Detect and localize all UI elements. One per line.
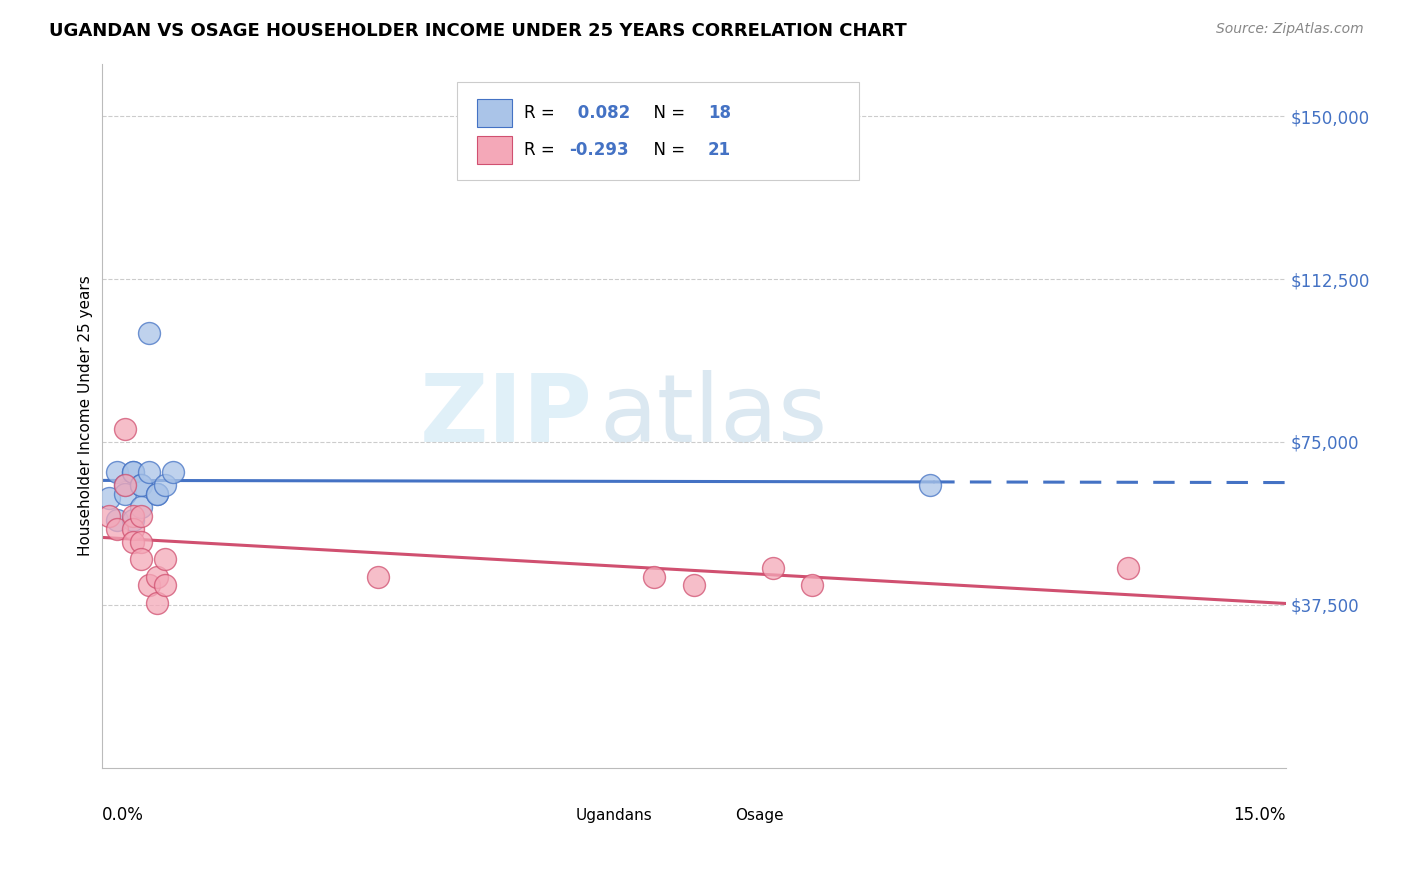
Point bbox=[129, 478, 152, 492]
Text: R =: R = bbox=[524, 141, 561, 159]
Point bbox=[146, 569, 169, 583]
Point bbox=[122, 522, 145, 536]
Point bbox=[129, 552, 152, 566]
Point bbox=[129, 478, 152, 492]
Point bbox=[122, 466, 145, 480]
Text: 18: 18 bbox=[707, 104, 731, 122]
Point bbox=[682, 578, 704, 592]
Point bbox=[138, 466, 160, 480]
Point bbox=[643, 569, 665, 583]
Text: R =: R = bbox=[524, 104, 561, 122]
Point bbox=[105, 513, 128, 527]
Text: Ugandans: Ugandans bbox=[575, 808, 652, 823]
Point bbox=[98, 508, 121, 523]
Point bbox=[114, 422, 136, 436]
Point bbox=[146, 487, 169, 501]
Text: Source: ZipAtlas.com: Source: ZipAtlas.com bbox=[1216, 22, 1364, 37]
Point bbox=[114, 478, 136, 492]
Text: -0.293: -0.293 bbox=[569, 141, 628, 159]
Text: 21: 21 bbox=[707, 141, 731, 159]
Point bbox=[129, 508, 152, 523]
Text: Osage: Osage bbox=[735, 808, 783, 823]
Y-axis label: Householder Income Under 25 years: Householder Income Under 25 years bbox=[79, 276, 93, 557]
FancyBboxPatch shape bbox=[546, 805, 569, 826]
Text: UGANDAN VS OSAGE HOUSEHOLDER INCOME UNDER 25 YEARS CORRELATION CHART: UGANDAN VS OSAGE HOUSEHOLDER INCOME UNDE… bbox=[49, 22, 907, 40]
FancyBboxPatch shape bbox=[477, 99, 512, 128]
Point bbox=[146, 596, 169, 610]
Point bbox=[367, 569, 389, 583]
Point bbox=[105, 522, 128, 536]
Point bbox=[122, 513, 145, 527]
Point bbox=[153, 552, 176, 566]
Point bbox=[801, 578, 824, 592]
Text: 0.0%: 0.0% bbox=[101, 806, 143, 824]
Point bbox=[129, 500, 152, 514]
Point bbox=[138, 578, 160, 592]
Point bbox=[138, 326, 160, 341]
Point bbox=[761, 561, 783, 575]
Point bbox=[920, 478, 942, 492]
Point bbox=[129, 534, 152, 549]
Point bbox=[162, 466, 184, 480]
Point bbox=[1116, 561, 1139, 575]
FancyBboxPatch shape bbox=[706, 805, 730, 826]
FancyBboxPatch shape bbox=[477, 136, 512, 164]
FancyBboxPatch shape bbox=[457, 82, 859, 180]
Text: 15.0%: 15.0% bbox=[1233, 806, 1285, 824]
Point bbox=[122, 534, 145, 549]
Text: ZIP: ZIP bbox=[420, 370, 593, 462]
Point bbox=[105, 466, 128, 480]
Text: N =: N = bbox=[643, 104, 690, 122]
Point bbox=[146, 487, 169, 501]
Point bbox=[114, 487, 136, 501]
Point bbox=[122, 466, 145, 480]
Point bbox=[153, 578, 176, 592]
Point bbox=[114, 478, 136, 492]
Text: atlas: atlas bbox=[599, 370, 827, 462]
Text: 0.082: 0.082 bbox=[572, 104, 630, 122]
Text: N =: N = bbox=[643, 141, 690, 159]
Point bbox=[98, 491, 121, 506]
Point bbox=[153, 478, 176, 492]
Point bbox=[122, 508, 145, 523]
